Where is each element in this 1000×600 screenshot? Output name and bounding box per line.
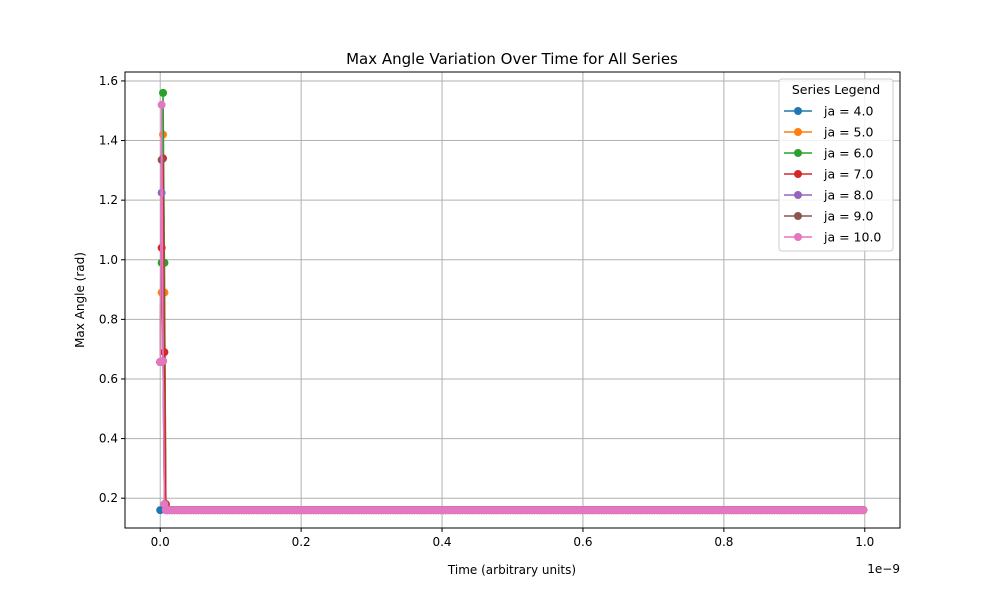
- x-tick-label: 0.8: [714, 535, 733, 549]
- y-tick-label: 0.2: [99, 491, 118, 505]
- legend-box: [778, 78, 894, 252]
- legend-item: ja = 8.0: [784, 188, 873, 203]
- legend-title: Series Legend: [792, 82, 880, 97]
- legend-marker: [794, 107, 802, 115]
- data-point: [156, 506, 165, 515]
- x-tick-label: 0.0: [151, 535, 170, 549]
- data-point: [159, 88, 168, 97]
- legend-label: ja = 6.0: [823, 146, 873, 161]
- legend-items: ja = 4.0 ja = 5.0 ja = 6.0 ja = 7.0 ja = 8.0…: [784, 104, 881, 245]
- legend-marker: [794, 191, 802, 199]
- y-tick-label: 1.2: [99, 193, 118, 207]
- legend-item: ja = 6.0: [784, 146, 873, 161]
- legend: Series Legend ja = 4.0ja = 5.0ja = 6.0ja…: [778, 78, 894, 252]
- x-tick-label: 1.0: [855, 535, 874, 549]
- legend-marker: [794, 149, 802, 157]
- legend-item: ja = 4.0: [784, 104, 873, 119]
- legend-label: ja = 10.0: [823, 230, 881, 245]
- x-axis-label: Time (arbitrary units): [447, 563, 576, 577]
- legend-label: ja = 4.0: [823, 104, 873, 119]
- legend-label: ja = 5.0: [823, 125, 873, 140]
- series-layer: [156, 88, 868, 515]
- x-tick-label: 0.2: [292, 535, 311, 549]
- legend-marker: [794, 170, 802, 178]
- chart-title: Max Angle Variation Over Time for All Se…: [346, 50, 678, 68]
- data-point: [159, 357, 168, 366]
- data-point: [859, 506, 868, 515]
- y-tick-label: 1.0: [99, 253, 118, 267]
- legend-label: ja = 7.0: [823, 167, 873, 182]
- x-tick-label: 0.6: [573, 535, 592, 549]
- y-tick-label: 0.6: [99, 372, 118, 386]
- data-point: [157, 100, 166, 109]
- legend-item: ja = 7.0: [784, 167, 873, 182]
- x-axis-offset-text: 1e−9: [867, 562, 900, 576]
- legend-item: ja = 5.0: [784, 125, 873, 140]
- grid: [125, 72, 900, 528]
- legend-label: ja = 8.0: [823, 188, 873, 203]
- legend-marker: [794, 233, 802, 241]
- legend-item: ja = 9.0: [784, 209, 873, 224]
- data-point: [160, 500, 169, 509]
- legend-label: ja = 9.0: [823, 209, 873, 224]
- y-axis: 0.2 0.4 0.6 0.8 1.0 1.2 1.4 1.6: [99, 74, 125, 505]
- x-axis: 0.0 0.2 0.4 0.6 0.8 1.0: [151, 528, 874, 549]
- y-tick-label: 1.4: [99, 134, 118, 148]
- y-axis-label: Max Angle (rad): [73, 252, 87, 348]
- plot-frame: [124, 71, 901, 529]
- y-tick-label: 0.4: [99, 432, 118, 446]
- legend-marker: [794, 212, 802, 220]
- y-tick-label: 0.8: [99, 312, 118, 326]
- x-tick-label: 0.4: [432, 535, 451, 549]
- series-6: [156, 100, 868, 515]
- data-point: [160, 348, 169, 357]
- legend-marker: [794, 128, 802, 136]
- legend-item: ja = 10.0: [784, 230, 881, 245]
- y-tick-label: 1.6: [99, 74, 118, 88]
